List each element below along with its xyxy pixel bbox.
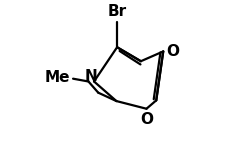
Text: Br: Br bbox=[108, 4, 127, 19]
Text: O: O bbox=[167, 44, 180, 59]
Text: Me: Me bbox=[45, 70, 70, 86]
Text: N: N bbox=[85, 69, 98, 84]
Text: O: O bbox=[140, 112, 153, 127]
